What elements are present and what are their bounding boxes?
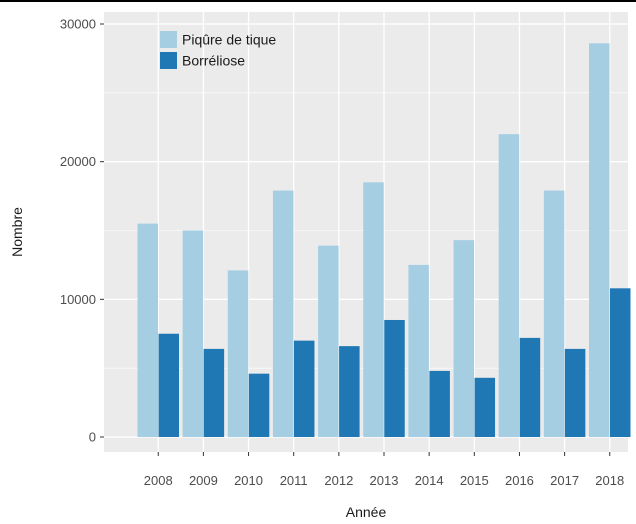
bar-piqure-de-tique-2017 <box>543 190 565 437</box>
bars <box>137 43 631 437</box>
x-tick-label: 2010 <box>234 473 263 488</box>
x-tick-label: 2008 <box>144 473 173 488</box>
bar-borreliose-2013 <box>384 319 405 437</box>
bar-borreliose-2009 <box>203 348 225 437</box>
bar-piqure-de-tique-2013 <box>363 182 384 437</box>
x-tick-label: 2012 <box>324 473 353 488</box>
x-tick-label: 2009 <box>189 473 218 488</box>
bar-piqure-de-tique-2008 <box>137 223 158 437</box>
bar-borreliose-2014 <box>429 370 450 437</box>
bar-borreliose-2018 <box>610 288 631 437</box>
bar-borreliose-2015 <box>474 377 496 437</box>
bar-piqure-de-tique-2016 <box>498 134 520 437</box>
x-tick-label: 2018 <box>595 473 624 488</box>
y-tick-label: 20000 <box>60 154 96 169</box>
x-tick-label: 2015 <box>460 473 489 488</box>
bar-borreliose-2010 <box>248 373 270 437</box>
y-tick-label: 0 <box>89 430 96 445</box>
x-tick-label: 2013 <box>370 473 399 488</box>
legend-swatch-piqure-de-tique <box>160 31 177 48</box>
x-tick-label: 2017 <box>550 473 579 488</box>
y-tick-label: 30000 <box>60 17 96 32</box>
bar-borreliose-2011 <box>293 340 315 437</box>
x-axis: 2008 2009 2010 2011 2012 2013 2014 2015 2016 2017… <box>144 452 624 488</box>
legend-label-borreliose: Borréliose <box>182 53 245 69</box>
bar-piqure-de-tique-2015 <box>453 240 475 437</box>
top-border-line <box>0 0 636 2</box>
bar-piqure-de-tique-2010 <box>227 270 249 437</box>
bar-borreliose-2017 <box>564 348 586 437</box>
legend-swatch-borreliose <box>160 52 177 69</box>
bar-piqure-de-tique-2011 <box>272 190 294 437</box>
y-axis-title: Nombre <box>9 207 25 257</box>
bar-borreliose-2016 <box>519 337 541 437</box>
bar-borreliose-2012 <box>339 346 360 437</box>
bar-piqure-de-tique-2012 <box>318 245 339 437</box>
legend-label-piqure-de-tique: Piqûre de tique <box>182 32 276 48</box>
x-axis-title: Année <box>346 504 387 520</box>
x-tick-label: 2014 <box>415 473 444 488</box>
x-tick-label: 2011 <box>280 473 308 488</box>
y-axis: 0 10000 20000 30000 <box>60 17 104 445</box>
bar-piqure-de-tique-2018 <box>589 43 610 437</box>
bar-piqure-de-tique-2009 <box>182 230 204 437</box>
x-tick-label: 2016 <box>505 473 534 488</box>
bar-borreliose-2008 <box>158 333 179 437</box>
y-tick-label: 10000 <box>60 292 96 307</box>
legend: Piqûre de tique Borréliose <box>160 31 276 69</box>
bar-piqure-de-tique-2014 <box>408 264 429 437</box>
